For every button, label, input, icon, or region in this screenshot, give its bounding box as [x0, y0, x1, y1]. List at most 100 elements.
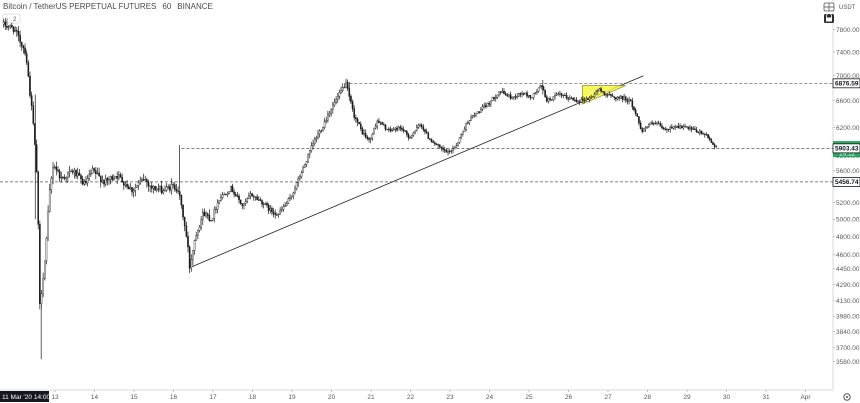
candle-body [30, 95, 33, 106]
candle [210, 220, 212, 222]
candle-body [425, 131, 428, 134]
candle-body [401, 128, 403, 130]
candle [155, 186, 158, 193]
candle [95, 167, 97, 180]
candle-body [103, 180, 105, 185]
candle-body [254, 196, 257, 198]
price-axis[interactable]: 7800.007400.007000.006600.006200.005800.… [833, 27, 860, 366]
candle [567, 96, 569, 102]
candle [396, 125, 398, 132]
time-tick-label: 18 [249, 394, 257, 401]
candle [101, 175, 104, 184]
candle [491, 96, 494, 102]
candle-body [277, 213, 280, 216]
candle-body [149, 185, 151, 187]
candle [50, 176, 53, 194]
candle [68, 165, 71, 178]
candle-body [699, 130, 701, 134]
lock-icon[interactable] [824, 13, 834, 24]
candle-body [322, 127, 324, 132]
symbol-title[interactable]: Bitcoin / TetherUS PERPETUAL FUTURES 60 BI… [3, 2, 213, 11]
candle [147, 179, 150, 192]
candle-body [106, 178, 109, 181]
candle-body [514, 96, 517, 98]
layout-icon[interactable] [823, 2, 835, 12]
candle [646, 126, 648, 129]
price-tick-label: 4450.00 [836, 266, 860, 273]
candle [536, 89, 538, 95]
candle [195, 231, 198, 241]
candle [16, 27, 18, 37]
candle [580, 97, 583, 104]
candle-body [646, 126, 648, 128]
candle-body [689, 127, 691, 130]
candle-body [78, 172, 81, 176]
candle [562, 94, 565, 99]
candle [657, 120, 660, 125]
candle-body [350, 96, 352, 102]
candle [603, 91, 606, 96]
candle [239, 199, 242, 205]
candle [60, 171, 63, 183]
candle-body [267, 204, 270, 211]
badge-bg [832, 78, 860, 89]
candle [167, 184, 170, 190]
candle-body [373, 127, 375, 135]
candle-body [269, 208, 272, 211]
badge-value: 5903.43 [835, 146, 859, 153]
candle-body [9, 24, 12, 28]
candle [606, 93, 609, 98]
candle-body [48, 189, 51, 212]
candle-body [651, 122, 653, 124]
candle [159, 185, 161, 192]
candle [503, 88, 505, 95]
candle [67, 171, 69, 183]
candle [618, 95, 620, 101]
badge-value: 6876.59 [835, 81, 859, 88]
time-tick-label: 27 [604, 394, 612, 401]
candle-body [91, 168, 94, 174]
gear-icon[interactable] [843, 393, 851, 401]
candle-body [486, 102, 489, 107]
time-tick-label: 28 [644, 394, 652, 401]
crosshair-date-text: 11 Mar '20 14:00 [2, 394, 50, 401]
candle [394, 127, 397, 133]
candle-body [32, 105, 35, 124]
candle [30, 91, 33, 111]
time-tick-label: 26 [565, 394, 573, 401]
candle-body [445, 150, 448, 153]
candle [241, 203, 244, 210]
candle-body [600, 88, 602, 92]
candle-body [213, 209, 216, 219]
candle [577, 99, 579, 103]
candle-body [216, 202, 219, 210]
candle [121, 173, 123, 183]
candle [126, 180, 128, 190]
candle [651, 120, 653, 126]
candle [287, 197, 290, 204]
candle [643, 127, 645, 132]
candle [570, 96, 573, 100]
candle [616, 96, 619, 101]
candle [244, 198, 247, 206]
candle-body [598, 88, 601, 91]
candle-body [460, 133, 462, 138]
candle-body [649, 122, 652, 125]
candle [134, 183, 137, 197]
time-axis[interactable]: 13 14 15 16 17 18 19 20 21 22 23 24 25 26 27 28 29 30 31 Ap… [51, 390, 811, 401]
candle-body [463, 129, 466, 132]
candle-body [336, 96, 339, 100]
candle [560, 92, 563, 98]
candle [383, 122, 385, 126]
candle-body [208, 215, 211, 221]
currency-label[interactable]: USDT [839, 5, 856, 11]
candle-body [332, 104, 334, 110]
candle-body [98, 172, 100, 177]
candle-body [399, 126, 402, 129]
candle-body [639, 122, 642, 129]
candle [355, 114, 357, 123]
candle-body [364, 133, 367, 138]
candle [429, 138, 431, 141]
candle [712, 141, 714, 145]
